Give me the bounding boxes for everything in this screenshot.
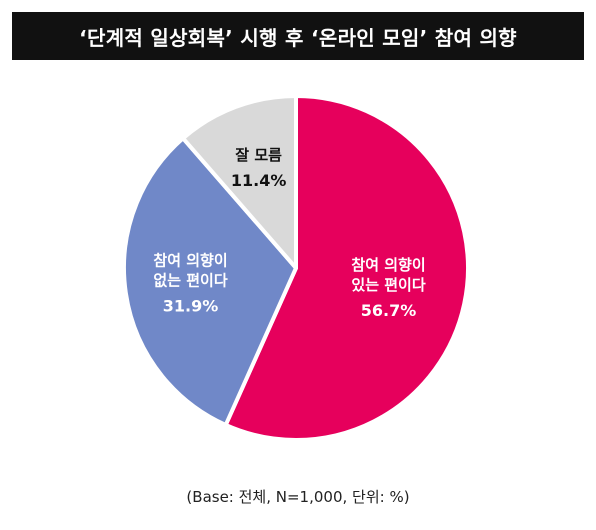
slice-value-1: 31.9% — [163, 297, 219, 316]
slice-label-2-line-0: 잘 모름 — [235, 146, 282, 164]
slice-label-1-line-0: 참여 의향이 — [153, 252, 227, 270]
pie-slice-2 — [181, 94, 298, 270]
slice-label-0-line-0: 참여 의향이 — [351, 256, 425, 274]
slice-value-0: 56.7% — [361, 301, 417, 320]
title-bar: ‘단계적 일상회복’ 시행 후 ‘온라인 모임’ 참여 의향 — [12, 12, 584, 60]
pie-slices — [122, 94, 470, 442]
slice-label-0-line-1: 있는 편이다 — [351, 276, 425, 294]
pie-slice-0 — [223, 94, 470, 442]
chart-footnote: (Base: 전체, N=1,000, 단위: %) — [186, 488, 410, 506]
slice-label-1-line-1: 없는 편이다 — [153, 272, 227, 290]
chart-title: ‘단계적 일상회복’ 시행 후 ‘온라인 모임’ 참여 의향 — [79, 25, 517, 50]
pie-slice-1 — [122, 136, 298, 427]
slice-value-2: 11.4% — [231, 171, 287, 190]
